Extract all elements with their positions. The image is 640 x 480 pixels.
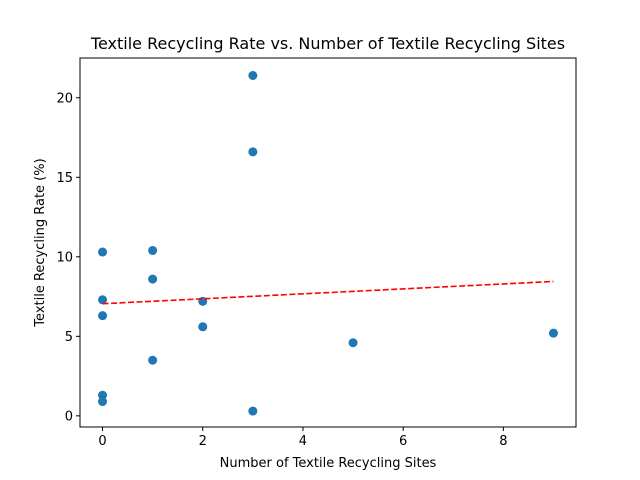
x-tick-label: 0 (98, 434, 106, 449)
chart-title: Textile Recycling Rate vs. Number of Tex… (90, 34, 565, 53)
data-point-14 (248, 406, 258, 416)
data-point-13 (98, 397, 108, 407)
data-point-10 (348, 338, 358, 348)
data-point-1 (248, 147, 258, 157)
y-tick-label: 5 (65, 330, 73, 345)
data-point-3 (148, 245, 158, 255)
data-point-12 (98, 390, 108, 400)
plot-frame (79, 57, 577, 428)
x-tick-label: 6 (399, 434, 407, 449)
x-axis: 0 2 4 6 8 (98, 427, 507, 449)
data-point-0 (248, 70, 258, 80)
x-tick-label: 8 (499, 434, 507, 449)
data-point-5 (98, 295, 108, 305)
y-tick-label: 20 (56, 91, 73, 106)
x-tick-label: 4 (299, 434, 307, 449)
data-point-11 (148, 355, 158, 365)
trend-line (102, 280, 554, 305)
y-tick-label: 15 (56, 171, 73, 186)
y-axis: 0 5 10 15 20 (56, 91, 80, 424)
y-tick-label: 10 (56, 250, 73, 265)
trend-line-group (102, 280, 554, 305)
data-point-4 (148, 274, 158, 284)
x-axis-label: Number of Textile Recycling Sites (220, 456, 437, 471)
data-point-8 (198, 322, 208, 332)
y-tick-label: 0 (65, 409, 73, 424)
data-point-9 (548, 328, 558, 338)
data-point-7 (98, 311, 108, 321)
y-axis-label: Textile Recycling Rate (%) (33, 158, 48, 327)
x-tick-label: 2 (199, 434, 207, 449)
data-points (98, 70, 558, 416)
data-point-2 (98, 247, 108, 257)
